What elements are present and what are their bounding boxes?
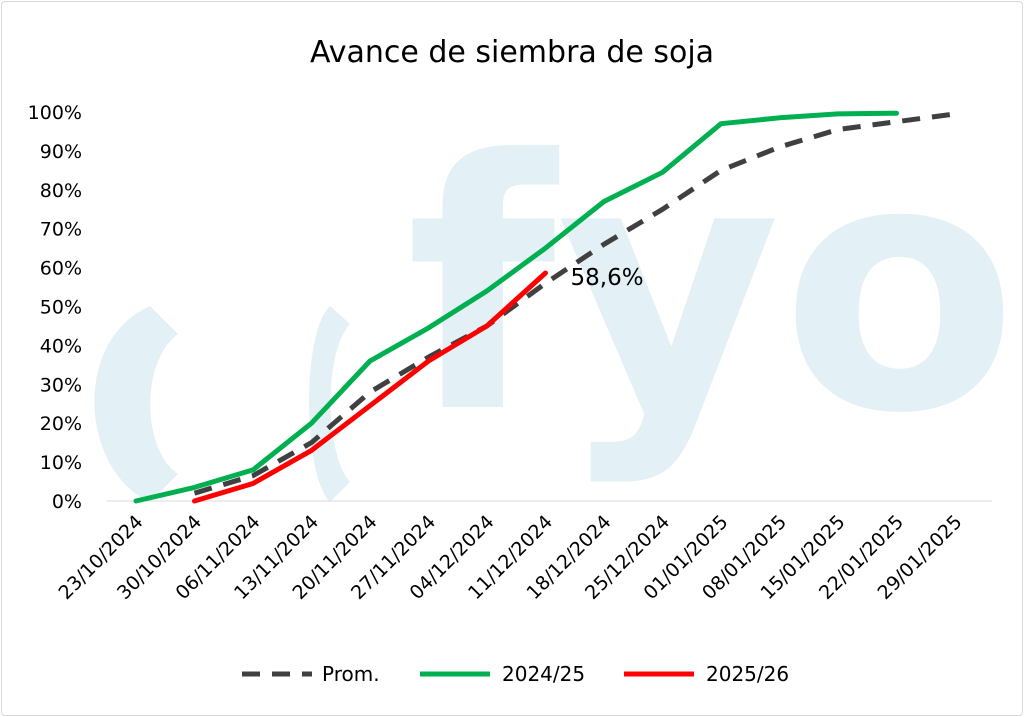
legend-label: Prom.	[322, 662, 380, 686]
y-tick-label: 90%	[40, 141, 82, 163]
y-tick-label: 20%	[40, 413, 82, 435]
y-tick-label: 0%	[52, 491, 82, 513]
y-tick-label: 50%	[40, 297, 82, 319]
series-line-2024-25	[133, 110, 899, 504]
y-tick-label: 30%	[40, 374, 82, 396]
legend: Prom. 2024/25 2025/26	[242, 662, 789, 686]
y-tick-label: 60%	[40, 258, 82, 280]
watermark-logo: fyo	[94, 88, 1018, 502]
y-tick-label: 80%	[40, 180, 82, 202]
watermark-bracket	[94, 306, 178, 502]
chart-title: Avance de siembra de soja	[310, 35, 714, 70]
legend-label: 2025/26	[706, 662, 789, 686]
watermark-text: fyo	[406, 88, 1018, 489]
x-axis: 23/10/202430/10/202406/11/202413/11/2024…	[55, 500, 992, 604]
plot-area: 58,6%	[133, 110, 956, 504]
y-tick-label: 70%	[40, 219, 82, 241]
y-tick-label: 100%	[28, 102, 82, 124]
series-line-prom	[193, 111, 956, 496]
series-line-2025-26	[192, 270, 548, 504]
legend-label: 2024/25	[502, 662, 585, 686]
data-label-annotation: 58,6%	[571, 265, 644, 291]
y-tick-label: 10%	[40, 452, 82, 474]
y-axis: 0% 10% 20% 30% 40% 50% 60% 70% 80% 90% 100%	[28, 102, 82, 513]
y-tick-label: 40%	[40, 335, 82, 357]
